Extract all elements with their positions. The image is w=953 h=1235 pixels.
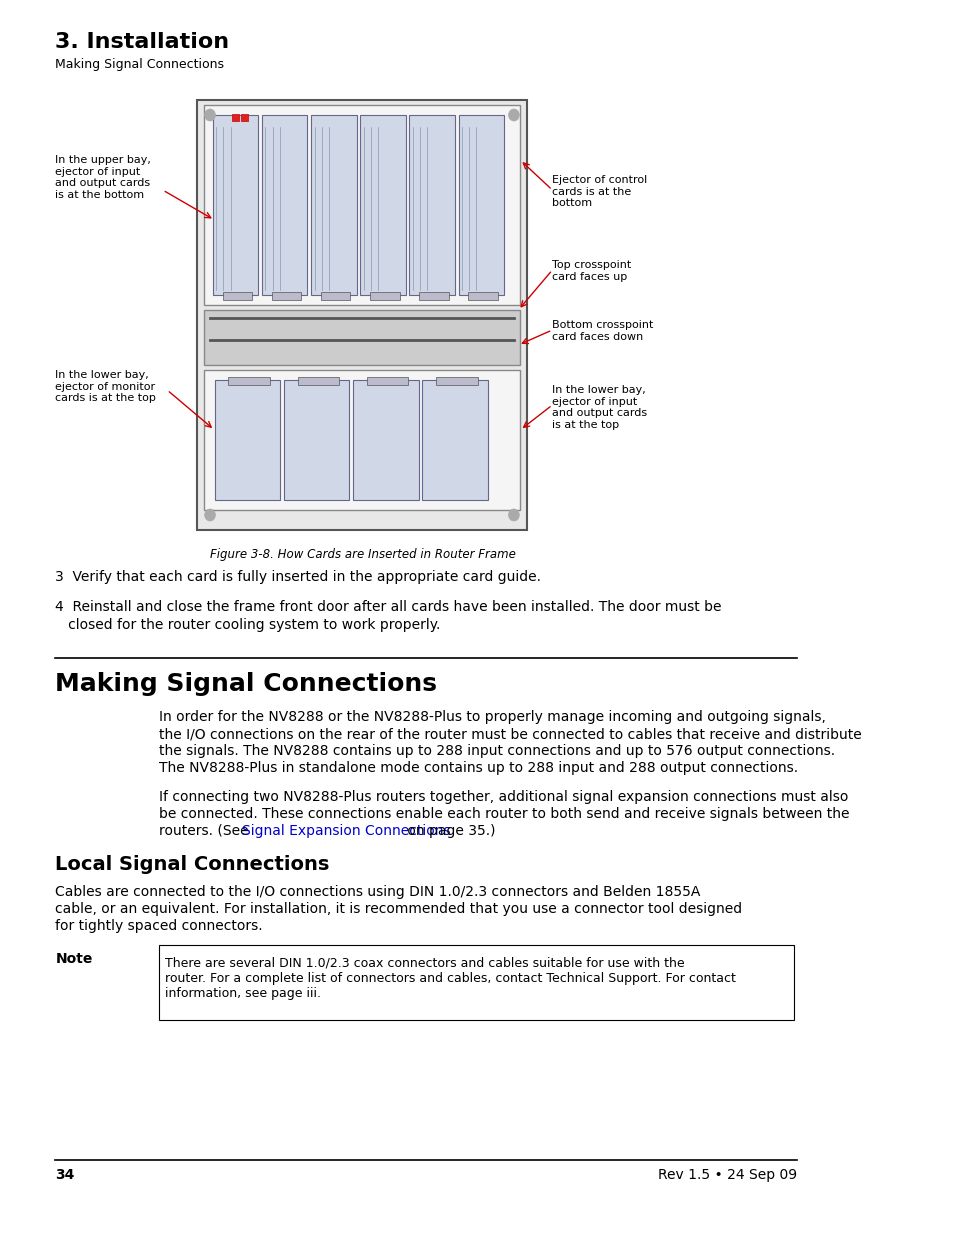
Bar bbox=[204, 105, 519, 305]
Bar bbox=[159, 945, 793, 1020]
Text: Cables are connected to the I/O connections using DIN 1.0/2.3 connectors and Bel: Cables are connected to the I/O connecti… bbox=[55, 885, 700, 899]
Bar bbox=[213, 115, 258, 295]
Bar bbox=[241, 114, 248, 121]
Text: Figure 3-8. How Cards are Inserted in Router Frame: Figure 3-8. How Cards are Inserted in Ro… bbox=[210, 548, 516, 561]
Text: information, see page iii.: information, see page iii. bbox=[165, 987, 321, 1000]
Bar bbox=[320, 291, 350, 300]
Text: 3. Installation: 3. Installation bbox=[55, 32, 230, 52]
Bar bbox=[261, 115, 307, 295]
Bar bbox=[204, 310, 519, 366]
Text: the signals. The NV8288 contains up to 288 input connections and up to 576 outpu: the signals. The NV8288 contains up to 2… bbox=[159, 743, 834, 758]
Text: Ejector of control
cards is at the
bottom: Ejector of control cards is at the botto… bbox=[552, 175, 647, 209]
Text: routers. (See: routers. (See bbox=[159, 824, 253, 839]
Bar bbox=[418, 291, 448, 300]
Bar bbox=[196, 100, 527, 530]
Bar bbox=[422, 380, 488, 500]
Text: In the lower bay,
ejector of input
and output cards
is at the top: In the lower bay, ejector of input and o… bbox=[552, 385, 647, 430]
Text: Local Signal Connections: Local Signal Connections bbox=[55, 855, 330, 874]
Circle shape bbox=[205, 509, 215, 521]
Circle shape bbox=[508, 509, 518, 521]
Text: Note: Note bbox=[55, 952, 92, 966]
Text: the I/O connections on the rear of the router must be connected to cables that r: the I/O connections on the rear of the r… bbox=[159, 727, 861, 741]
Bar bbox=[468, 291, 497, 300]
Text: cable, or an equivalent. For installation, it is recommended that you use a conn: cable, or an equivalent. For installatio… bbox=[55, 902, 741, 916]
Text: Making Signal Connections: Making Signal Connections bbox=[55, 58, 224, 70]
Bar bbox=[360, 115, 405, 295]
Bar bbox=[283, 380, 349, 500]
Bar bbox=[458, 115, 503, 295]
Bar bbox=[409, 115, 455, 295]
Bar bbox=[233, 114, 238, 121]
Bar bbox=[228, 377, 270, 385]
Text: The NV8288-Plus in standalone mode contains up to 288 input and 288 output conne: The NV8288-Plus in standalone mode conta… bbox=[159, 761, 798, 776]
Bar bbox=[204, 370, 519, 510]
Bar bbox=[272, 291, 301, 300]
Bar bbox=[367, 377, 408, 385]
Bar bbox=[436, 377, 477, 385]
Text: In the upper bay,
ejector of input
and output cards
is at the bottom: In the upper bay, ejector of input and o… bbox=[55, 156, 152, 200]
Text: Rev 1.5 • 24 Sep 09: Rev 1.5 • 24 Sep 09 bbox=[658, 1168, 797, 1182]
Bar bbox=[214, 380, 280, 500]
Bar bbox=[353, 380, 418, 500]
Text: If connecting two NV8288-Plus routers together, additional signal expansion conn: If connecting two NV8288-Plus routers to… bbox=[159, 790, 847, 804]
Text: 3  Verify that each card is fully inserted in the appropriate card guide.: 3 Verify that each card is fully inserte… bbox=[55, 571, 541, 584]
Bar bbox=[311, 115, 356, 295]
Text: In the lower bay,
ejector of monitor
cards is at the top: In the lower bay, ejector of monitor car… bbox=[55, 370, 156, 403]
Bar bbox=[370, 291, 399, 300]
Text: closed for the router cooling system to work properly.: closed for the router cooling system to … bbox=[55, 618, 440, 632]
Circle shape bbox=[205, 109, 215, 121]
Text: 4  Reinstall and close the frame front door after all cards have been installed.: 4 Reinstall and close the frame front do… bbox=[55, 600, 721, 614]
Text: 34: 34 bbox=[55, 1168, 74, 1182]
Text: There are several DIN 1.0/2.3 coax connectors and cables suitable for use with t: There are several DIN 1.0/2.3 coax conne… bbox=[165, 957, 684, 969]
Text: Signal Expansion Connections: Signal Expansion Connections bbox=[242, 824, 451, 839]
Text: Making Signal Connections: Making Signal Connections bbox=[55, 672, 437, 697]
Text: In order for the NV8288 or the NV8288-Plus to properly manage incoming and outgo: In order for the NV8288 or the NV8288-Pl… bbox=[159, 710, 825, 724]
Text: for tightly spaced connectors.: for tightly spaced connectors. bbox=[55, 919, 263, 932]
Text: be connected. These connections enable each router to both send and receive sign: be connected. These connections enable e… bbox=[159, 806, 849, 821]
Bar bbox=[297, 377, 339, 385]
Text: router. For a complete list of connectors and cables, contact Technical Support.: router. For a complete list of connector… bbox=[165, 972, 736, 986]
Bar bbox=[222, 291, 252, 300]
Text: on page 35.): on page 35.) bbox=[403, 824, 495, 839]
Text: Bottom crosspoint
card faces down: Bottom crosspoint card faces down bbox=[552, 320, 653, 342]
Text: Top crosspoint
card faces up: Top crosspoint card faces up bbox=[552, 261, 631, 282]
Circle shape bbox=[508, 109, 518, 121]
